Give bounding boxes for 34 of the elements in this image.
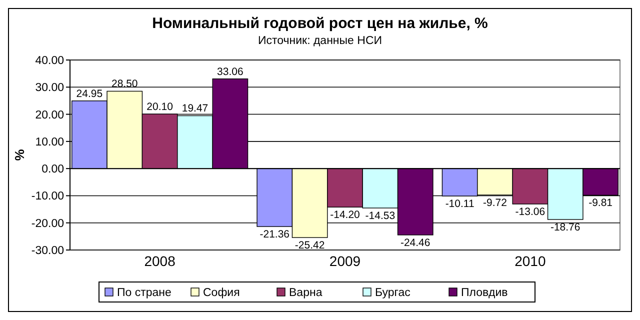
data-label: -14.20 (330, 209, 360, 222)
data-label: -24.46 (400, 236, 430, 249)
data-label: -9.72 (483, 196, 508, 209)
data-label: 20.10 (146, 101, 174, 114)
chart-title: Номинальный годовой рост цен на жилье, % (152, 15, 488, 32)
x-tick-label: 2010 (514, 253, 546, 269)
legend-label: Варна (289, 287, 323, 299)
data-label: 19.47 (182, 102, 208, 115)
data-label: -14.53 (365, 210, 396, 222)
data-label: 33.06 (217, 66, 244, 78)
y-tick-label: 20.00 (35, 109, 64, 122)
data-label: 28.50 (111, 78, 138, 90)
y-tick-label: -30.00 (31, 245, 64, 257)
data-label: -18.76 (550, 221, 580, 234)
y-axis-title: % (12, 148, 27, 161)
legend-label: По стране (117, 287, 172, 299)
data-label: -25.42 (294, 240, 325, 252)
y-tick-label: 10.00 (35, 136, 64, 148)
legend-label: Пловдив (461, 287, 508, 299)
y-tick-label: 40.00 (35, 55, 64, 67)
chart-subtitle: Источник: данные НСИ (258, 35, 382, 47)
y-tick-label: -10.00 (31, 190, 64, 203)
y-tick-label: 0.00 (42, 164, 64, 176)
y-tick-label: -20.00 (31, 218, 64, 230)
x-tick-label: 2008 (144, 253, 176, 269)
data-label: -9.81 (588, 197, 613, 210)
legend-label: София (203, 287, 240, 299)
data-label: 24.95 (76, 88, 103, 100)
y-tick-label: 30.00 (35, 82, 64, 94)
x-tick-label: 2009 (329, 253, 361, 269)
data-label: -21.36 (260, 228, 290, 241)
data-label: -13.06 (515, 206, 546, 218)
legend-label: Бургас (375, 287, 411, 299)
data-label: -10.11 (445, 198, 474, 210)
